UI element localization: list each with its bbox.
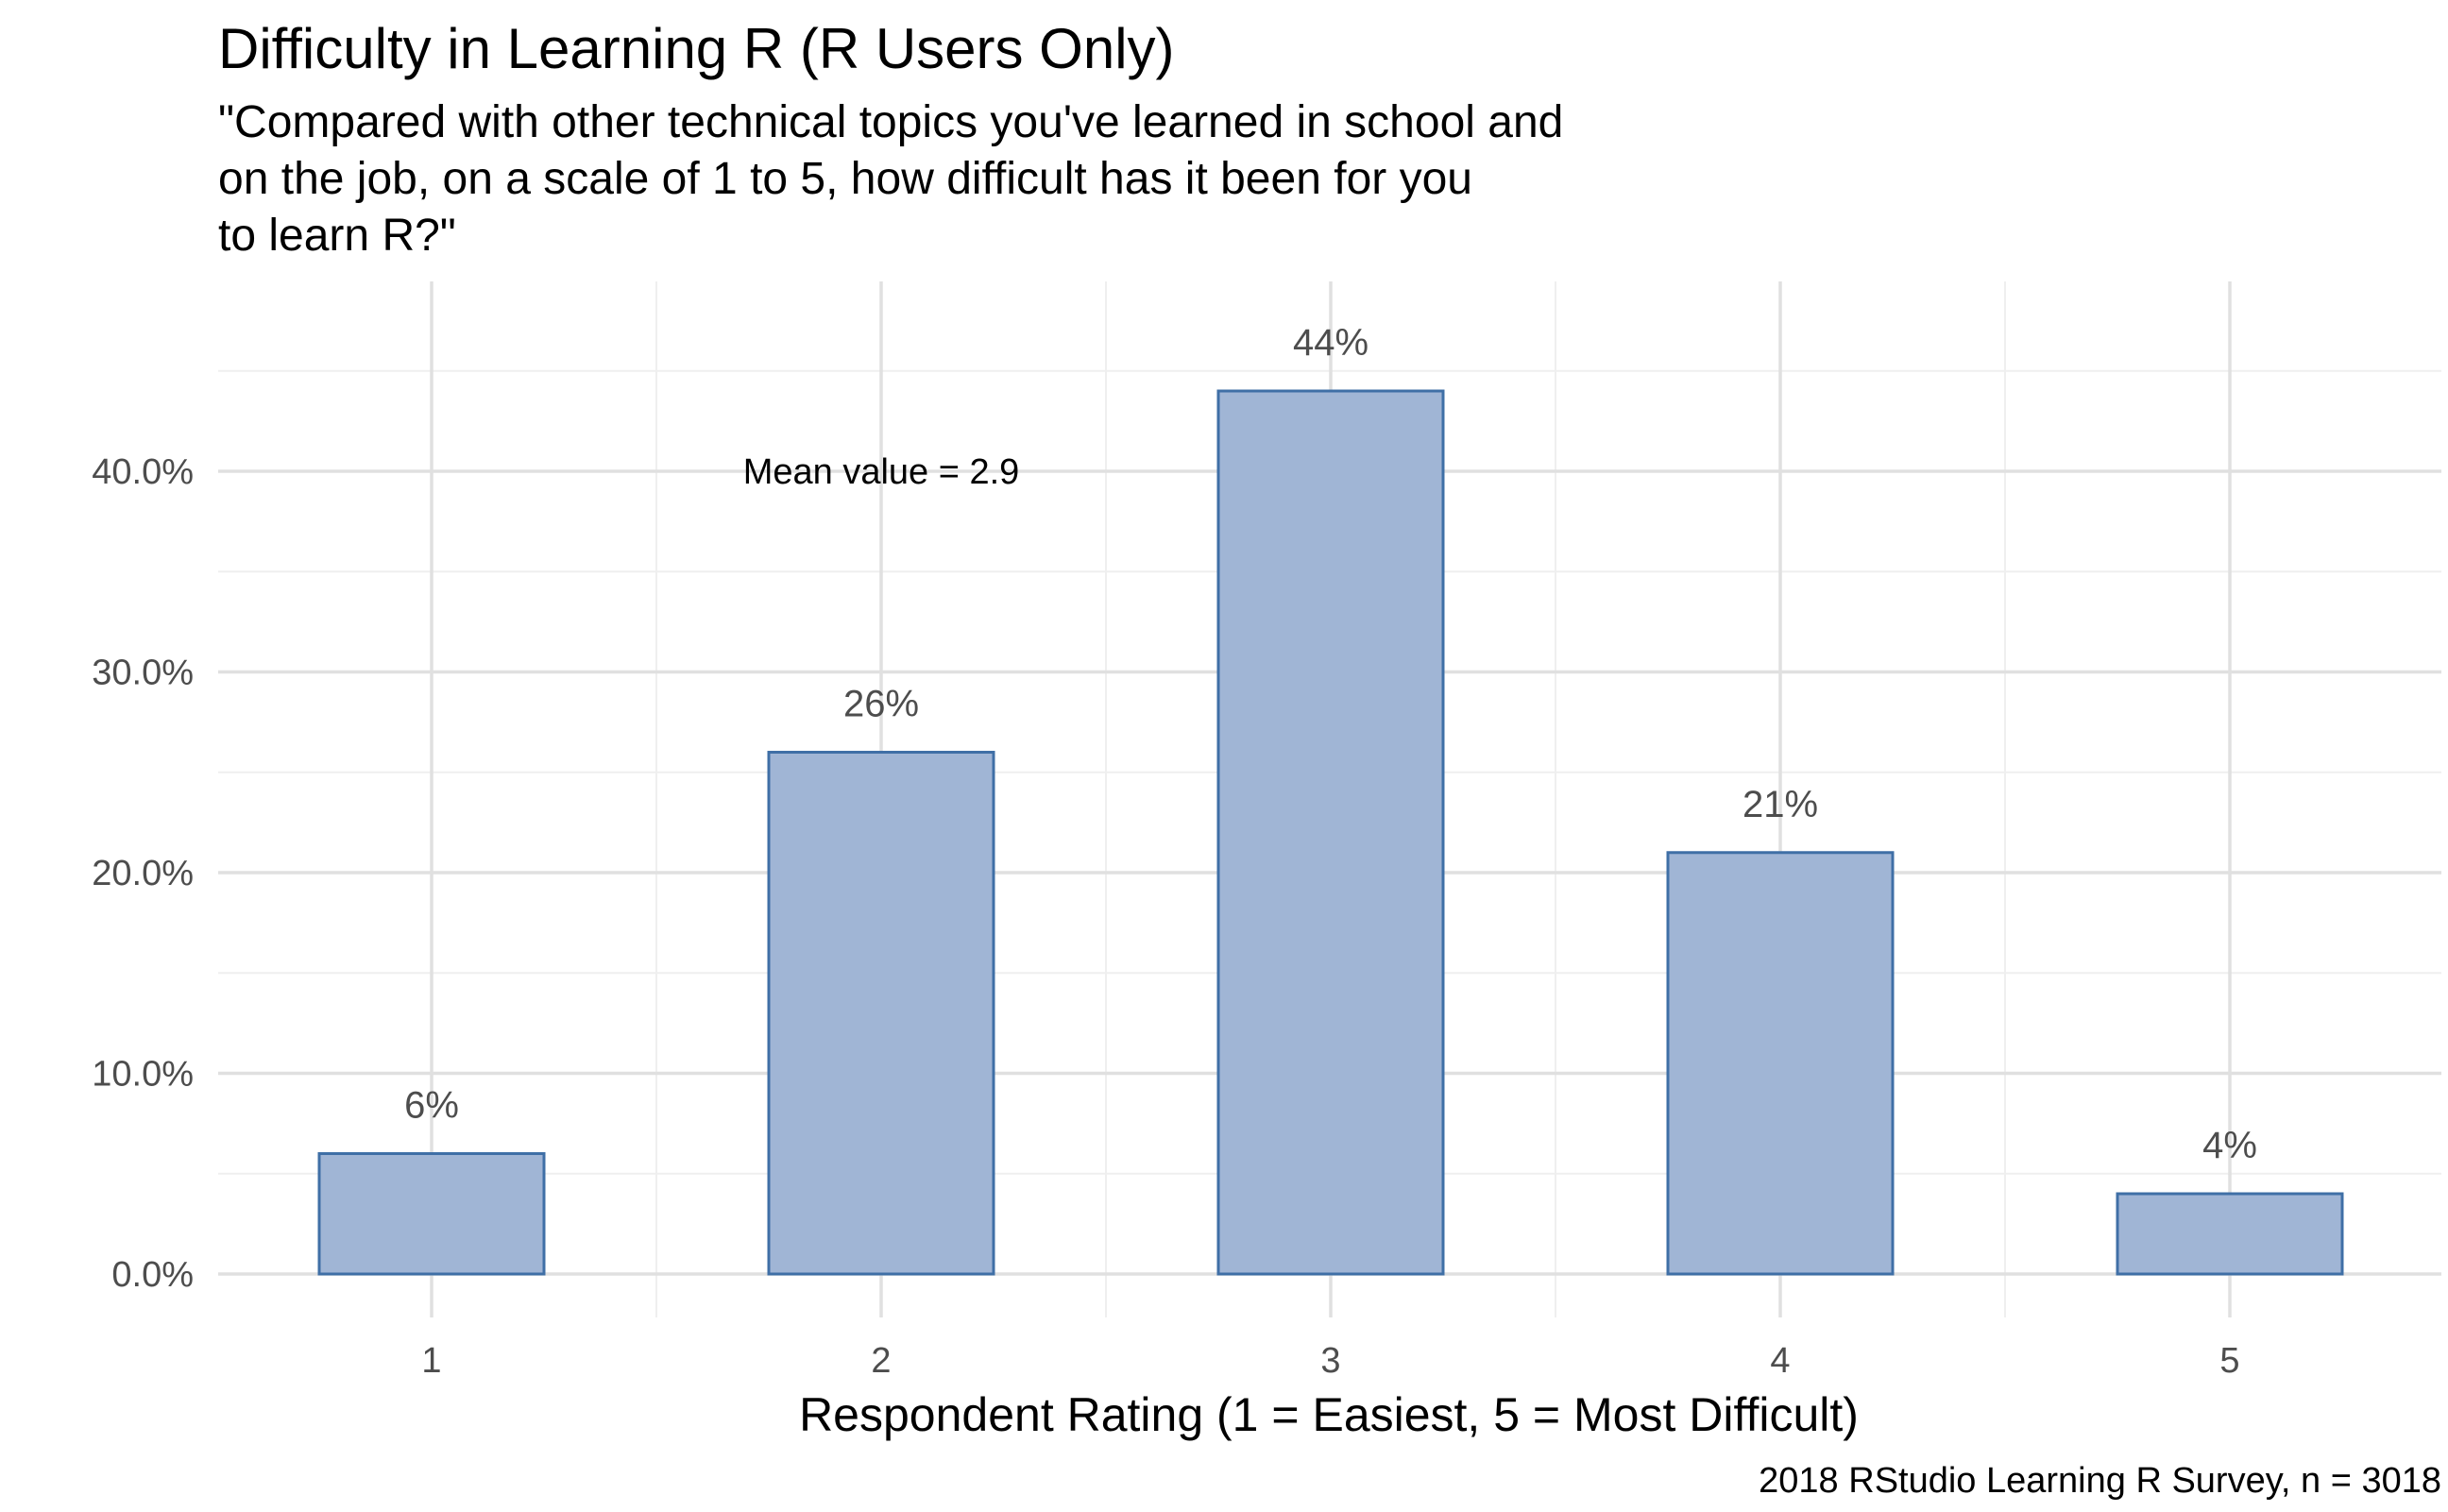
y-tick-label: 20.0% <box>92 854 194 893</box>
bar <box>1666 851 1895 1276</box>
x-tick-label: 5 <box>2219 1341 2239 1381</box>
bar <box>2116 1192 2344 1276</box>
bar-value-label: 4% <box>2202 1125 2257 1166</box>
bar-value-label: 6% <box>404 1085 459 1127</box>
label-layer: 0.0% 10.0% 20.0% 30.0% 40.0% 1 2 3 4 5 6% 26% 44% 21%… <box>92 322 2257 1381</box>
bar-value-label: 21% <box>1742 784 1818 825</box>
bar-value-label: 44% <box>1293 322 1368 364</box>
x-axis-title: Respondent Rating (1 = Easiest, 5 = Most… <box>799 1388 1859 1441</box>
subtitle-line: on the job, on a scale of 1 to 5, how di… <box>218 154 1472 204</box>
chart-caption: 2018 RStudio Learning R Survey, n = 3018 <box>1759 1461 2441 1501</box>
subtitle-line: "Compared with other technical topics yo… <box>218 97 1564 147</box>
chart-subtitle: "Compared with other technical topics yo… <box>218 94 1563 264</box>
mean-annotation: Mean value = 2.9 <box>743 452 1020 492</box>
bar <box>767 751 995 1276</box>
x-tick-label: 3 <box>1320 1341 1340 1381</box>
x-tick-label: 4 <box>1770 1341 1790 1381</box>
y-tick-label: 0.0% <box>111 1255 194 1295</box>
x-tick-label: 1 <box>421 1341 441 1381</box>
y-tick-label: 40.0% <box>92 452 194 492</box>
bar-value-label: 26% <box>843 684 919 725</box>
chart-title: Difficulty in Learning R (R Users Only) <box>218 17 1175 80</box>
y-tick-label: 30.0% <box>92 654 194 693</box>
x-tick-label: 2 <box>871 1341 891 1381</box>
bar <box>1216 389 1445 1276</box>
y-tick-label: 10.0% <box>92 1055 194 1095</box>
bar <box>317 1152 546 1276</box>
bar-layer <box>317 389 2344 1276</box>
subtitle-line: to learn R?" <box>218 211 456 261</box>
